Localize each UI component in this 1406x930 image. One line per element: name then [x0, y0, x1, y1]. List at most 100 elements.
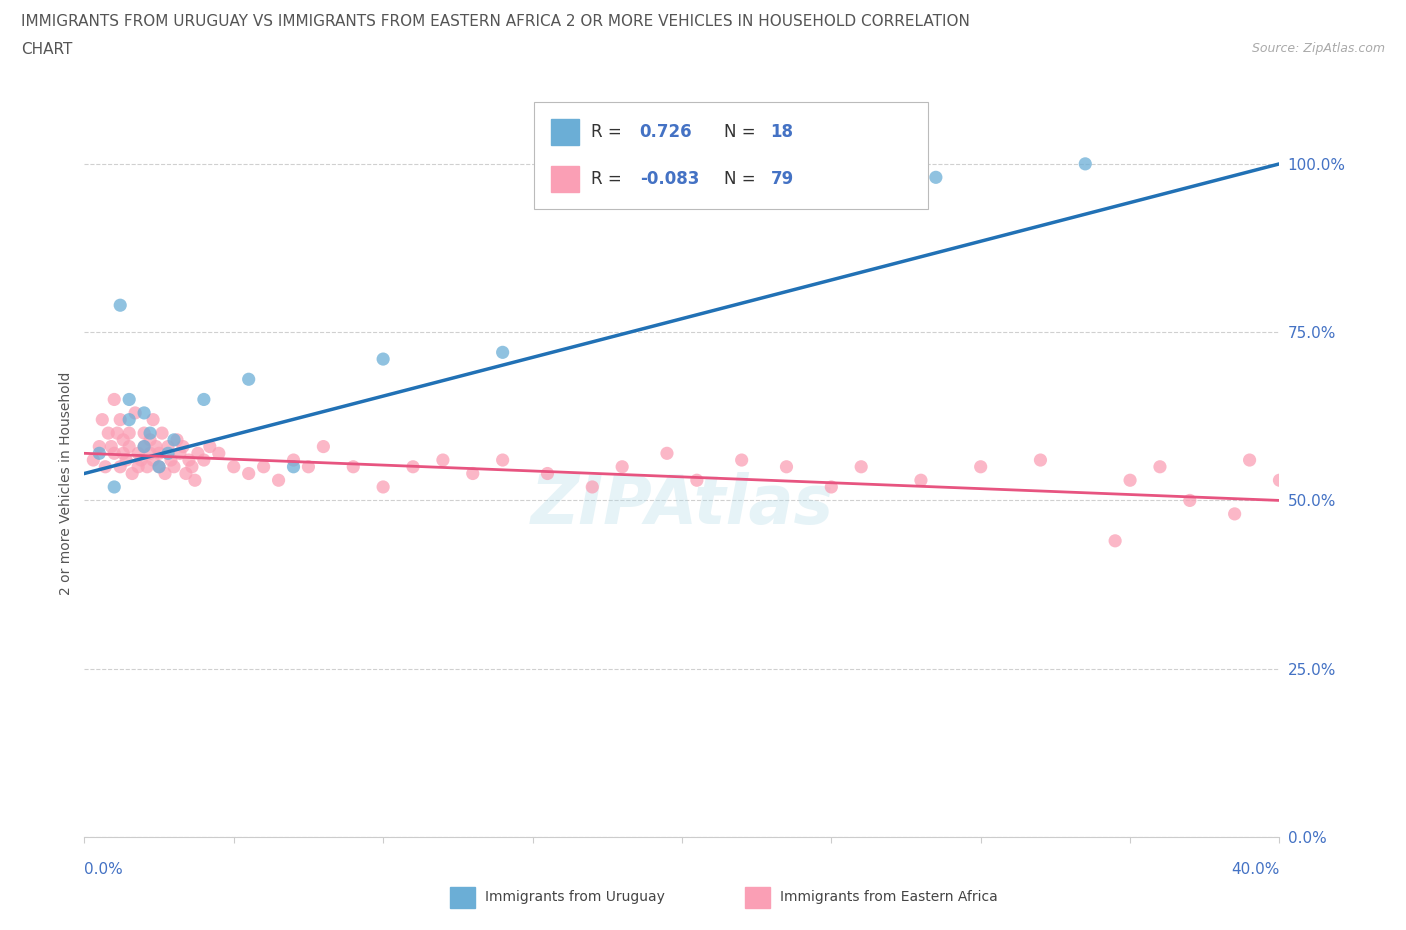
Text: ZIPAtlas: ZIPAtlas	[530, 472, 834, 538]
Text: 18: 18	[770, 124, 793, 141]
Point	[193, 453, 215, 468]
Point	[132, 405, 156, 420]
Point	[1119, 472, 1142, 487]
Point	[112, 432, 135, 447]
Text: N =: N =	[724, 170, 761, 188]
Text: Immigrants from Uruguay: Immigrants from Uruguay	[485, 890, 665, 905]
Point	[1268, 472, 1291, 487]
Text: 0.0%: 0.0%	[84, 862, 124, 877]
Point	[139, 432, 162, 447]
Point	[253, 459, 276, 474]
Point	[172, 439, 194, 454]
Point	[610, 459, 633, 474]
Point	[193, 392, 215, 407]
Point	[148, 459, 170, 474]
Point	[238, 466, 260, 481]
Text: N =: N =	[724, 124, 761, 141]
Text: IMMIGRANTS FROM URUGUAY VS IMMIGRANTS FROM EASTERN AFRICA 2 OR MORE VEHICLES IN : IMMIGRANTS FROM URUGUAY VS IMMIGRANTS FR…	[21, 14, 970, 29]
Text: R =: R =	[591, 124, 627, 141]
Text: R =: R =	[591, 170, 627, 188]
Point	[222, 459, 245, 474]
Point	[187, 445, 209, 460]
Point	[820, 480, 842, 495]
Point	[148, 445, 170, 460]
Point	[180, 459, 202, 474]
Point	[129, 453, 152, 468]
Point	[115, 453, 138, 468]
Point	[283, 459, 305, 474]
Point	[312, 439, 335, 454]
Text: 79: 79	[770, 170, 794, 188]
Point	[121, 466, 143, 481]
Point	[849, 459, 872, 474]
Point	[157, 445, 180, 460]
Point	[142, 412, 165, 427]
Point	[91, 412, 114, 427]
Text: Immigrants from Eastern Africa: Immigrants from Eastern Africa	[780, 890, 998, 905]
Point	[208, 445, 231, 460]
Point	[153, 466, 176, 481]
Point	[148, 459, 170, 474]
Point	[655, 445, 678, 460]
Point	[132, 426, 156, 441]
Point	[118, 439, 141, 454]
Point	[160, 453, 183, 468]
Point	[166, 432, 188, 447]
Point	[110, 459, 132, 474]
Point	[432, 453, 454, 468]
Point	[970, 459, 993, 474]
Point	[163, 432, 186, 447]
Point	[198, 439, 221, 454]
Point	[1223, 507, 1246, 522]
Point	[105, 426, 128, 441]
Point	[1178, 493, 1201, 508]
Point	[1029, 453, 1052, 468]
Point	[139, 426, 162, 441]
Point	[118, 392, 141, 407]
Point	[297, 459, 319, 474]
Point	[184, 472, 207, 487]
Point	[492, 453, 515, 468]
Point	[283, 453, 305, 468]
Text: Source: ZipAtlas.com: Source: ZipAtlas.com	[1251, 42, 1385, 55]
Point	[110, 412, 132, 427]
Point	[139, 445, 162, 460]
Point	[132, 439, 156, 454]
Text: 40.0%: 40.0%	[1232, 862, 1279, 877]
Point	[118, 426, 141, 441]
Point	[174, 466, 197, 481]
Point	[110, 298, 132, 312]
Point	[97, 426, 120, 441]
Point	[100, 439, 122, 454]
Point	[925, 170, 948, 185]
Point	[169, 445, 191, 460]
Point	[536, 466, 558, 481]
Point	[581, 480, 603, 495]
Text: 0.726: 0.726	[640, 124, 692, 141]
Point	[238, 372, 260, 387]
Point	[177, 453, 200, 468]
Point	[145, 439, 167, 454]
Point	[89, 439, 111, 454]
Point	[157, 439, 180, 454]
Point	[150, 426, 173, 441]
Point	[124, 405, 146, 420]
Point	[402, 459, 425, 474]
Point	[89, 445, 111, 460]
Point	[132, 439, 156, 454]
Point	[1239, 453, 1261, 468]
Point	[94, 459, 117, 474]
Point	[461, 466, 484, 481]
Point	[775, 459, 797, 474]
Point	[103, 480, 125, 495]
Point	[267, 472, 290, 487]
Point	[82, 453, 104, 468]
Point	[1104, 534, 1126, 549]
Point	[103, 392, 125, 407]
Point	[127, 445, 149, 460]
Text: CHART: CHART	[21, 42, 73, 57]
Point	[686, 472, 709, 487]
Point	[103, 445, 125, 460]
Y-axis label: 2 or more Vehicles in Household: 2 or more Vehicles in Household	[59, 372, 73, 595]
Point	[136, 459, 159, 474]
